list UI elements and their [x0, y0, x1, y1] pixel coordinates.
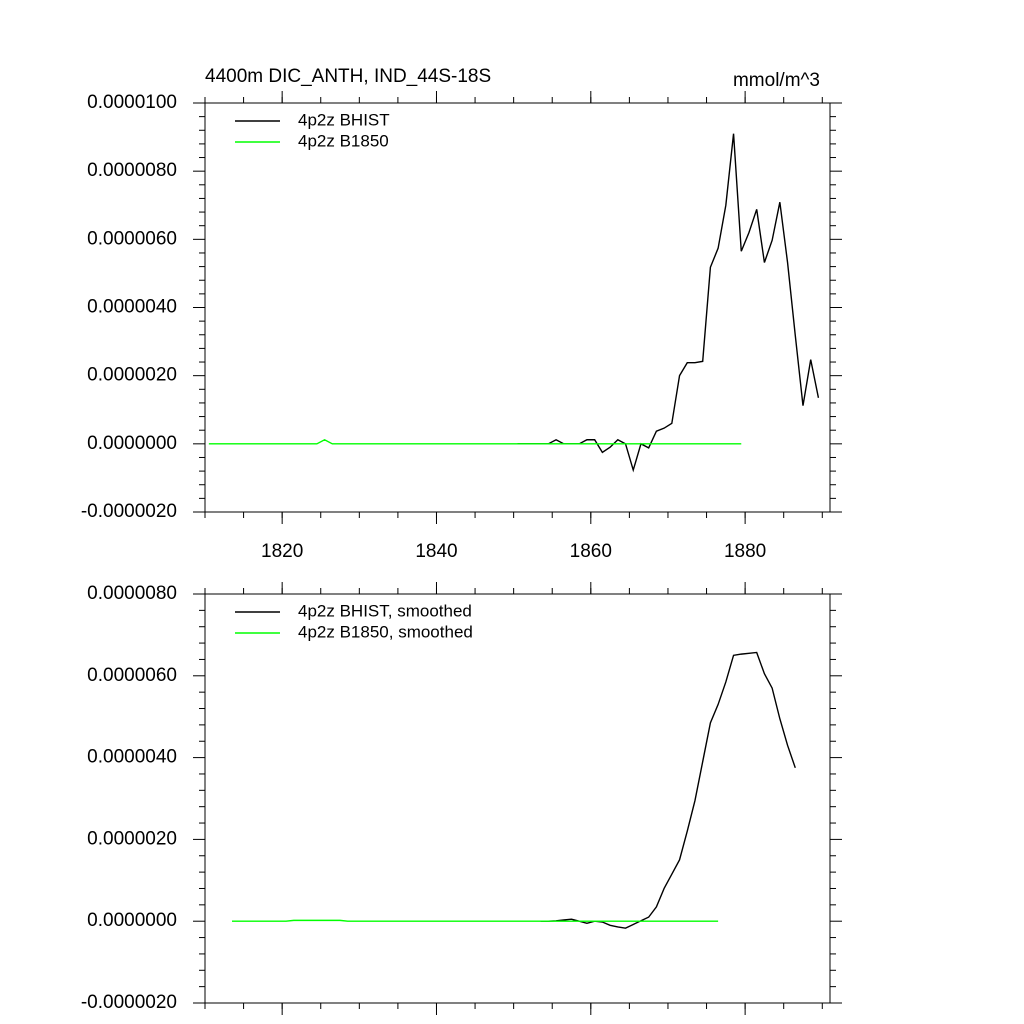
x-tick-label: 1840 — [415, 541, 457, 562]
x-tick-label: 1860 — [570, 541, 612, 562]
series-line — [208, 438, 742, 445]
x-tick-label: 1820 — [261, 541, 303, 562]
y-tick-label: 0.0000060 — [87, 228, 177, 249]
y-tick-label: -0.0000020 — [81, 992, 177, 1013]
legend-label: 4p2z BHIST — [298, 110, 390, 129]
plot-frame — [204, 593, 831, 1004]
y-tick-label: 0.0000080 — [87, 583, 177, 604]
series-line — [540, 651, 796, 929]
y-tick-label: 0.0000000 — [87, 910, 177, 931]
x-tick-label: 1880 — [724, 541, 766, 562]
y-tick-label: 0.0000020 — [87, 365, 177, 386]
chart-title: 4400m DIC_ANTH, IND_44S-18S — [205, 66, 491, 87]
y-tick-label: 0.0000040 — [87, 297, 177, 318]
legend-label: 4p2z B1850 — [298, 131, 389, 150]
y-tick-label: 0.0000060 — [87, 665, 177, 686]
legend-label: 4p2z B1850, smoothed — [298, 622, 473, 641]
y-tick-label: 0.0000080 — [87, 160, 177, 181]
y-tick-label: 0.0000020 — [87, 828, 177, 849]
units-label: mmol/m^3 — [733, 70, 820, 91]
y-tick-label: -0.0000020 — [81, 501, 177, 522]
legend-label: 4p2z BHIST, smoothed — [298, 601, 472, 620]
y-tick-label: 0.0000100 — [87, 92, 177, 113]
series-line — [232, 919, 719, 922]
y-tick-label: 0.0000000 — [87, 433, 177, 454]
series-line — [517, 133, 820, 473]
y-tick-label: 0.0000040 — [87, 747, 177, 768]
